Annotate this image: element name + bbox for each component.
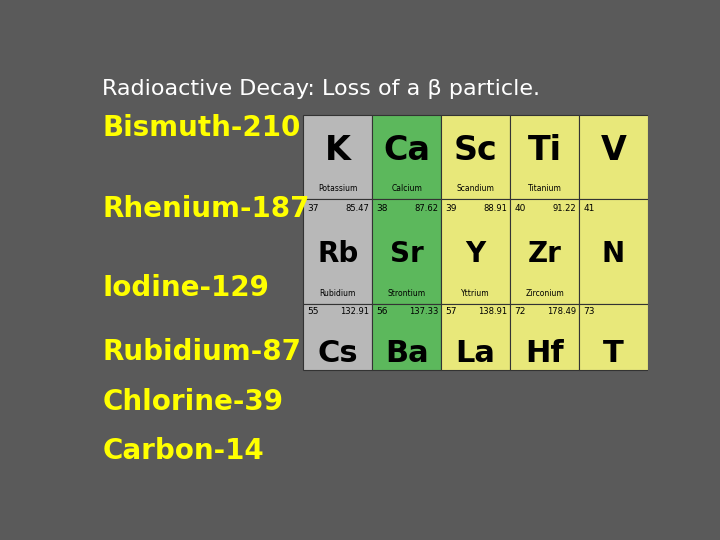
- Text: Calcium: Calcium: [391, 185, 422, 193]
- Text: 39: 39: [445, 204, 456, 213]
- Text: 40: 40: [514, 204, 526, 213]
- Text: La: La: [456, 339, 495, 368]
- Text: Chlorine-39: Chlorine-39: [102, 388, 283, 416]
- Text: N: N: [602, 240, 625, 268]
- Bar: [510, 114, 579, 199]
- Text: Y: Y: [465, 240, 486, 268]
- Bar: [510, 199, 579, 304]
- Text: 87.62: 87.62: [414, 204, 438, 213]
- Text: Cs: Cs: [318, 339, 358, 368]
- Text: 91.22: 91.22: [553, 204, 576, 213]
- Text: 137.33: 137.33: [409, 307, 438, 316]
- Bar: [303, 304, 372, 370]
- Text: V: V: [600, 133, 626, 167]
- Text: Radioactive Decay: Loss of a β particle.: Radioactive Decay: Loss of a β particle.: [102, 79, 540, 99]
- Text: 85.47: 85.47: [346, 204, 369, 213]
- Text: 138.91: 138.91: [478, 307, 508, 316]
- Bar: [303, 114, 372, 199]
- Text: 55: 55: [307, 307, 319, 316]
- Text: Ti: Ti: [528, 133, 562, 167]
- Text: Bismuth-210: Bismuth-210: [102, 114, 301, 141]
- Text: T: T: [603, 339, 624, 368]
- Text: Carbon-14: Carbon-14: [102, 437, 264, 465]
- Text: 38: 38: [377, 204, 388, 213]
- Text: Zr: Zr: [528, 240, 562, 268]
- Text: 72: 72: [514, 307, 526, 316]
- Text: 132.91: 132.91: [341, 307, 369, 316]
- Bar: [441, 304, 510, 370]
- Text: Zirconium: Zirconium: [525, 289, 564, 298]
- Text: Strontium: Strontium: [387, 289, 426, 298]
- Text: 88.91: 88.91: [483, 204, 508, 213]
- Text: Rhenium-187: Rhenium-187: [102, 195, 310, 223]
- Text: 57: 57: [445, 307, 456, 316]
- Text: 37: 37: [307, 204, 319, 213]
- Bar: [579, 199, 648, 304]
- Text: 56: 56: [377, 307, 388, 316]
- Bar: [579, 304, 648, 370]
- Text: 178.49: 178.49: [547, 307, 576, 316]
- Text: 73: 73: [583, 307, 595, 316]
- Bar: [579, 114, 648, 199]
- Text: Yttrium: Yttrium: [462, 289, 490, 298]
- Text: Sc: Sc: [454, 133, 498, 167]
- Text: Ca: Ca: [383, 133, 430, 167]
- Text: Potassium: Potassium: [318, 185, 357, 193]
- Text: Rubidium: Rubidium: [320, 289, 356, 298]
- Bar: [441, 199, 510, 304]
- Bar: [510, 304, 579, 370]
- Text: Rubidium-87: Rubidium-87: [102, 338, 301, 366]
- Bar: [372, 304, 441, 370]
- Text: K: K: [325, 133, 351, 167]
- Bar: [372, 114, 441, 199]
- Text: Sr: Sr: [390, 240, 423, 268]
- Text: Rb: Rb: [317, 240, 359, 268]
- Text: Titanium: Titanium: [528, 185, 562, 193]
- Bar: [372, 199, 441, 304]
- Text: Scandium: Scandium: [456, 185, 495, 193]
- Text: Ba: Ba: [384, 339, 428, 368]
- Text: 41: 41: [583, 204, 595, 213]
- Text: Hf: Hf: [525, 339, 564, 368]
- Bar: [441, 114, 510, 199]
- Text: Iodine-129: Iodine-129: [102, 274, 269, 302]
- Bar: [303, 199, 372, 304]
